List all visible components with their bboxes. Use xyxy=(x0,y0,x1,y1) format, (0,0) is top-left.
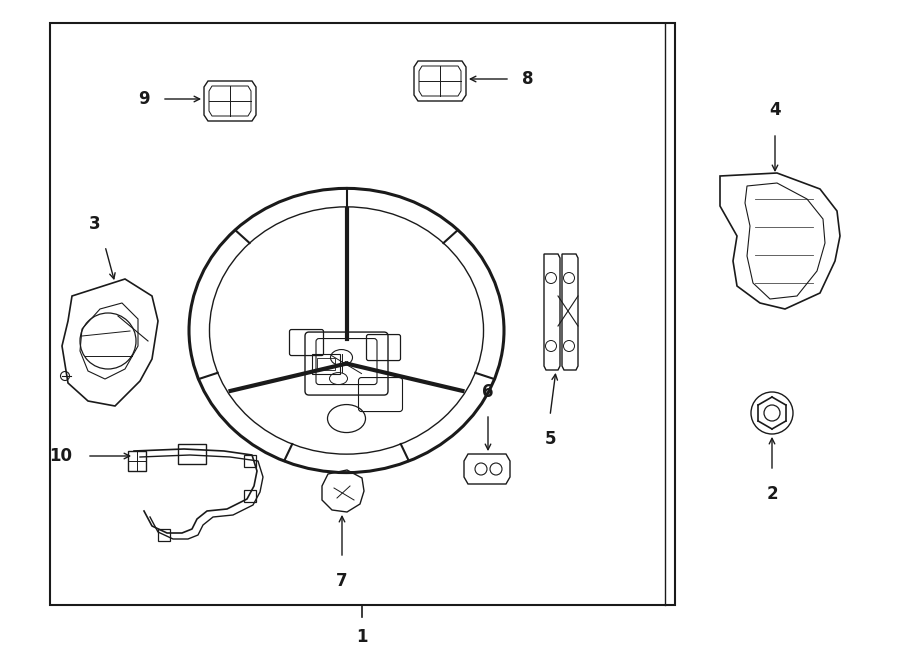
Text: 9: 9 xyxy=(139,90,150,108)
Text: 10: 10 xyxy=(49,447,72,465)
Text: 2: 2 xyxy=(766,485,778,503)
Bar xyxy=(244,490,256,502)
Text: 5: 5 xyxy=(544,430,556,448)
Bar xyxy=(317,358,335,369)
Bar xyxy=(50,23,675,605)
Text: 1: 1 xyxy=(356,628,368,646)
Text: 4: 4 xyxy=(770,101,781,119)
Bar xyxy=(158,529,170,541)
Bar xyxy=(178,444,206,464)
Text: 3: 3 xyxy=(89,215,101,233)
Bar xyxy=(128,451,146,471)
Bar xyxy=(311,354,339,373)
Text: 8: 8 xyxy=(522,70,534,88)
Text: 6: 6 xyxy=(482,383,494,401)
Text: 7: 7 xyxy=(337,572,347,590)
Bar xyxy=(244,455,256,467)
